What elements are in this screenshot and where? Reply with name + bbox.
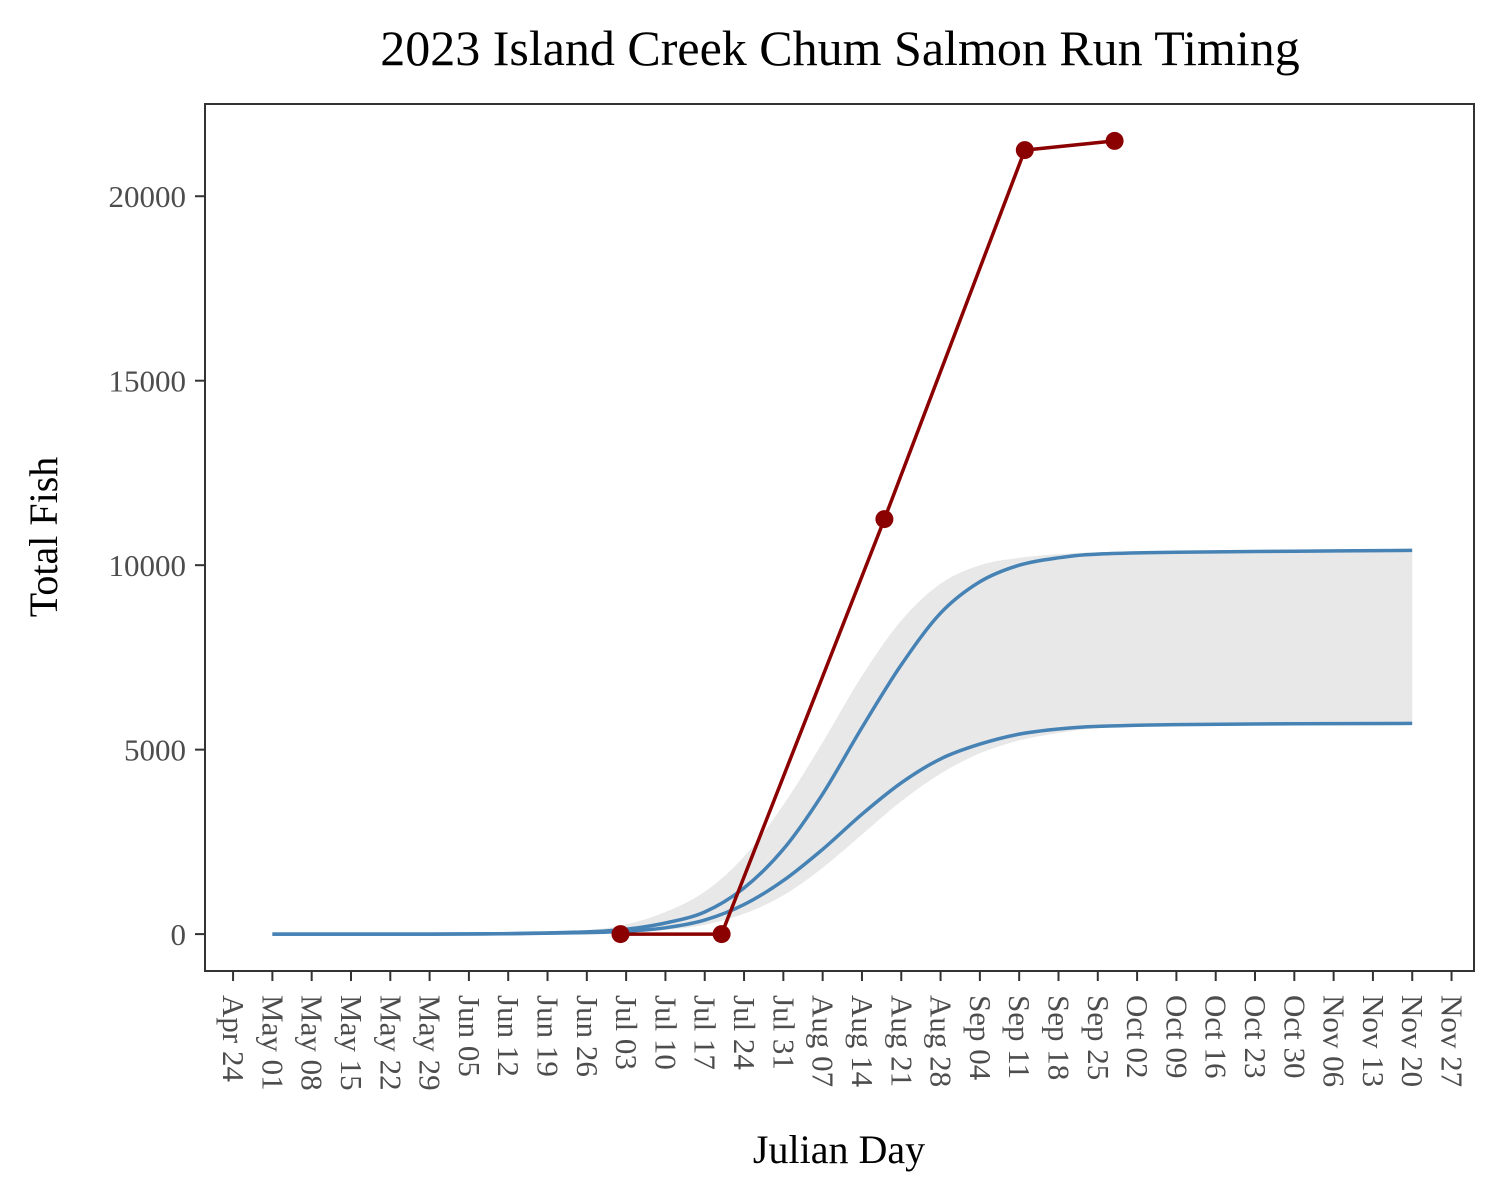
- observed-layer: [611, 131, 1124, 944]
- y-tick-label: 5000: [124, 733, 186, 768]
- x-tick-label: Aug 07: [806, 995, 841, 1087]
- x-tick-label: May 15: [334, 995, 369, 1091]
- x-tick-label: May 01: [255, 995, 290, 1091]
- x-tick-label: Aug 28: [924, 995, 959, 1087]
- chart-title: 2023 Island Creek Chum Salmon Run Timing: [380, 20, 1300, 76]
- ribbon-layer: [272, 550, 1413, 935]
- observed-point: [611, 925, 630, 944]
- x-tick-label: Oct 16: [1199, 995, 1234, 1079]
- x-tick-label: Sep 18: [1041, 995, 1076, 1080]
- y-tick-label: 10000: [109, 548, 187, 583]
- x-tick-label: Aug 21: [884, 995, 919, 1087]
- y-tick-label: 15000: [109, 364, 187, 399]
- x-tick-label: Sep 04: [963, 995, 998, 1081]
- y-axis-title: Total Fish: [21, 457, 66, 618]
- x-tick-label: Jul 17: [688, 995, 723, 1070]
- x-tick-label: Jul 31: [766, 995, 801, 1070]
- x-tick-label: Apr 24: [216, 995, 251, 1082]
- observed-point: [1015, 141, 1034, 160]
- x-tick-label: Jun 19: [531, 995, 566, 1077]
- x-tick-label: Jun 12: [491, 995, 526, 1077]
- observed-point: [1105, 131, 1124, 150]
- x-tick-label: Aug 14: [845, 995, 880, 1088]
- x-tick-label: Oct 23: [1238, 995, 1273, 1079]
- x-tick-label: Nov 06: [1317, 995, 1352, 1087]
- x-tick-label: Jun 05: [452, 995, 487, 1077]
- x-tick-label: Jul 24: [727, 995, 762, 1070]
- x-tick-label: Oct 09: [1159, 995, 1194, 1079]
- x-tick-label: Jul 03: [609, 995, 644, 1070]
- observed-point: [875, 510, 894, 529]
- x-tick-label: Sep 25: [1081, 995, 1116, 1080]
- confidence-ribbon: [272, 550, 1413, 935]
- y-tick-label: 0: [171, 917, 187, 952]
- x-tick-label: May 08: [295, 995, 330, 1091]
- x-tick-label: May 29: [413, 995, 448, 1091]
- bound-line: [272, 721, 1413, 936]
- observed-point: [712, 925, 731, 944]
- x-tick-label: Nov 13: [1356, 995, 1391, 1087]
- x-tick-label: May 22: [373, 995, 408, 1091]
- x-tick-label: Jun 26: [570, 995, 605, 1077]
- panel-border: [204, 103, 1475, 972]
- y-axis: 0 5000 10000 15000 20000: [109, 179, 205, 952]
- y-tick-label: 20000: [109, 179, 187, 214]
- x-tick-label: Nov 20: [1395, 995, 1430, 1087]
- x-tick-label: Oct 30: [1277, 995, 1312, 1079]
- x-axis: Apr 24 May 01 May 08 May 15 May 22 May 29 Jun …: [216, 971, 1470, 1091]
- x-tick-label: Jul 10: [648, 995, 683, 1070]
- x-axis-title: Julian Day: [753, 1127, 925, 1172]
- bound-lines-layer: [272, 548, 1413, 936]
- x-tick-label: Oct 02: [1120, 995, 1155, 1079]
- x-tick-label: Sep 11: [1002, 995, 1037, 1079]
- x-tick-label: Nov 27: [1435, 995, 1470, 1087]
